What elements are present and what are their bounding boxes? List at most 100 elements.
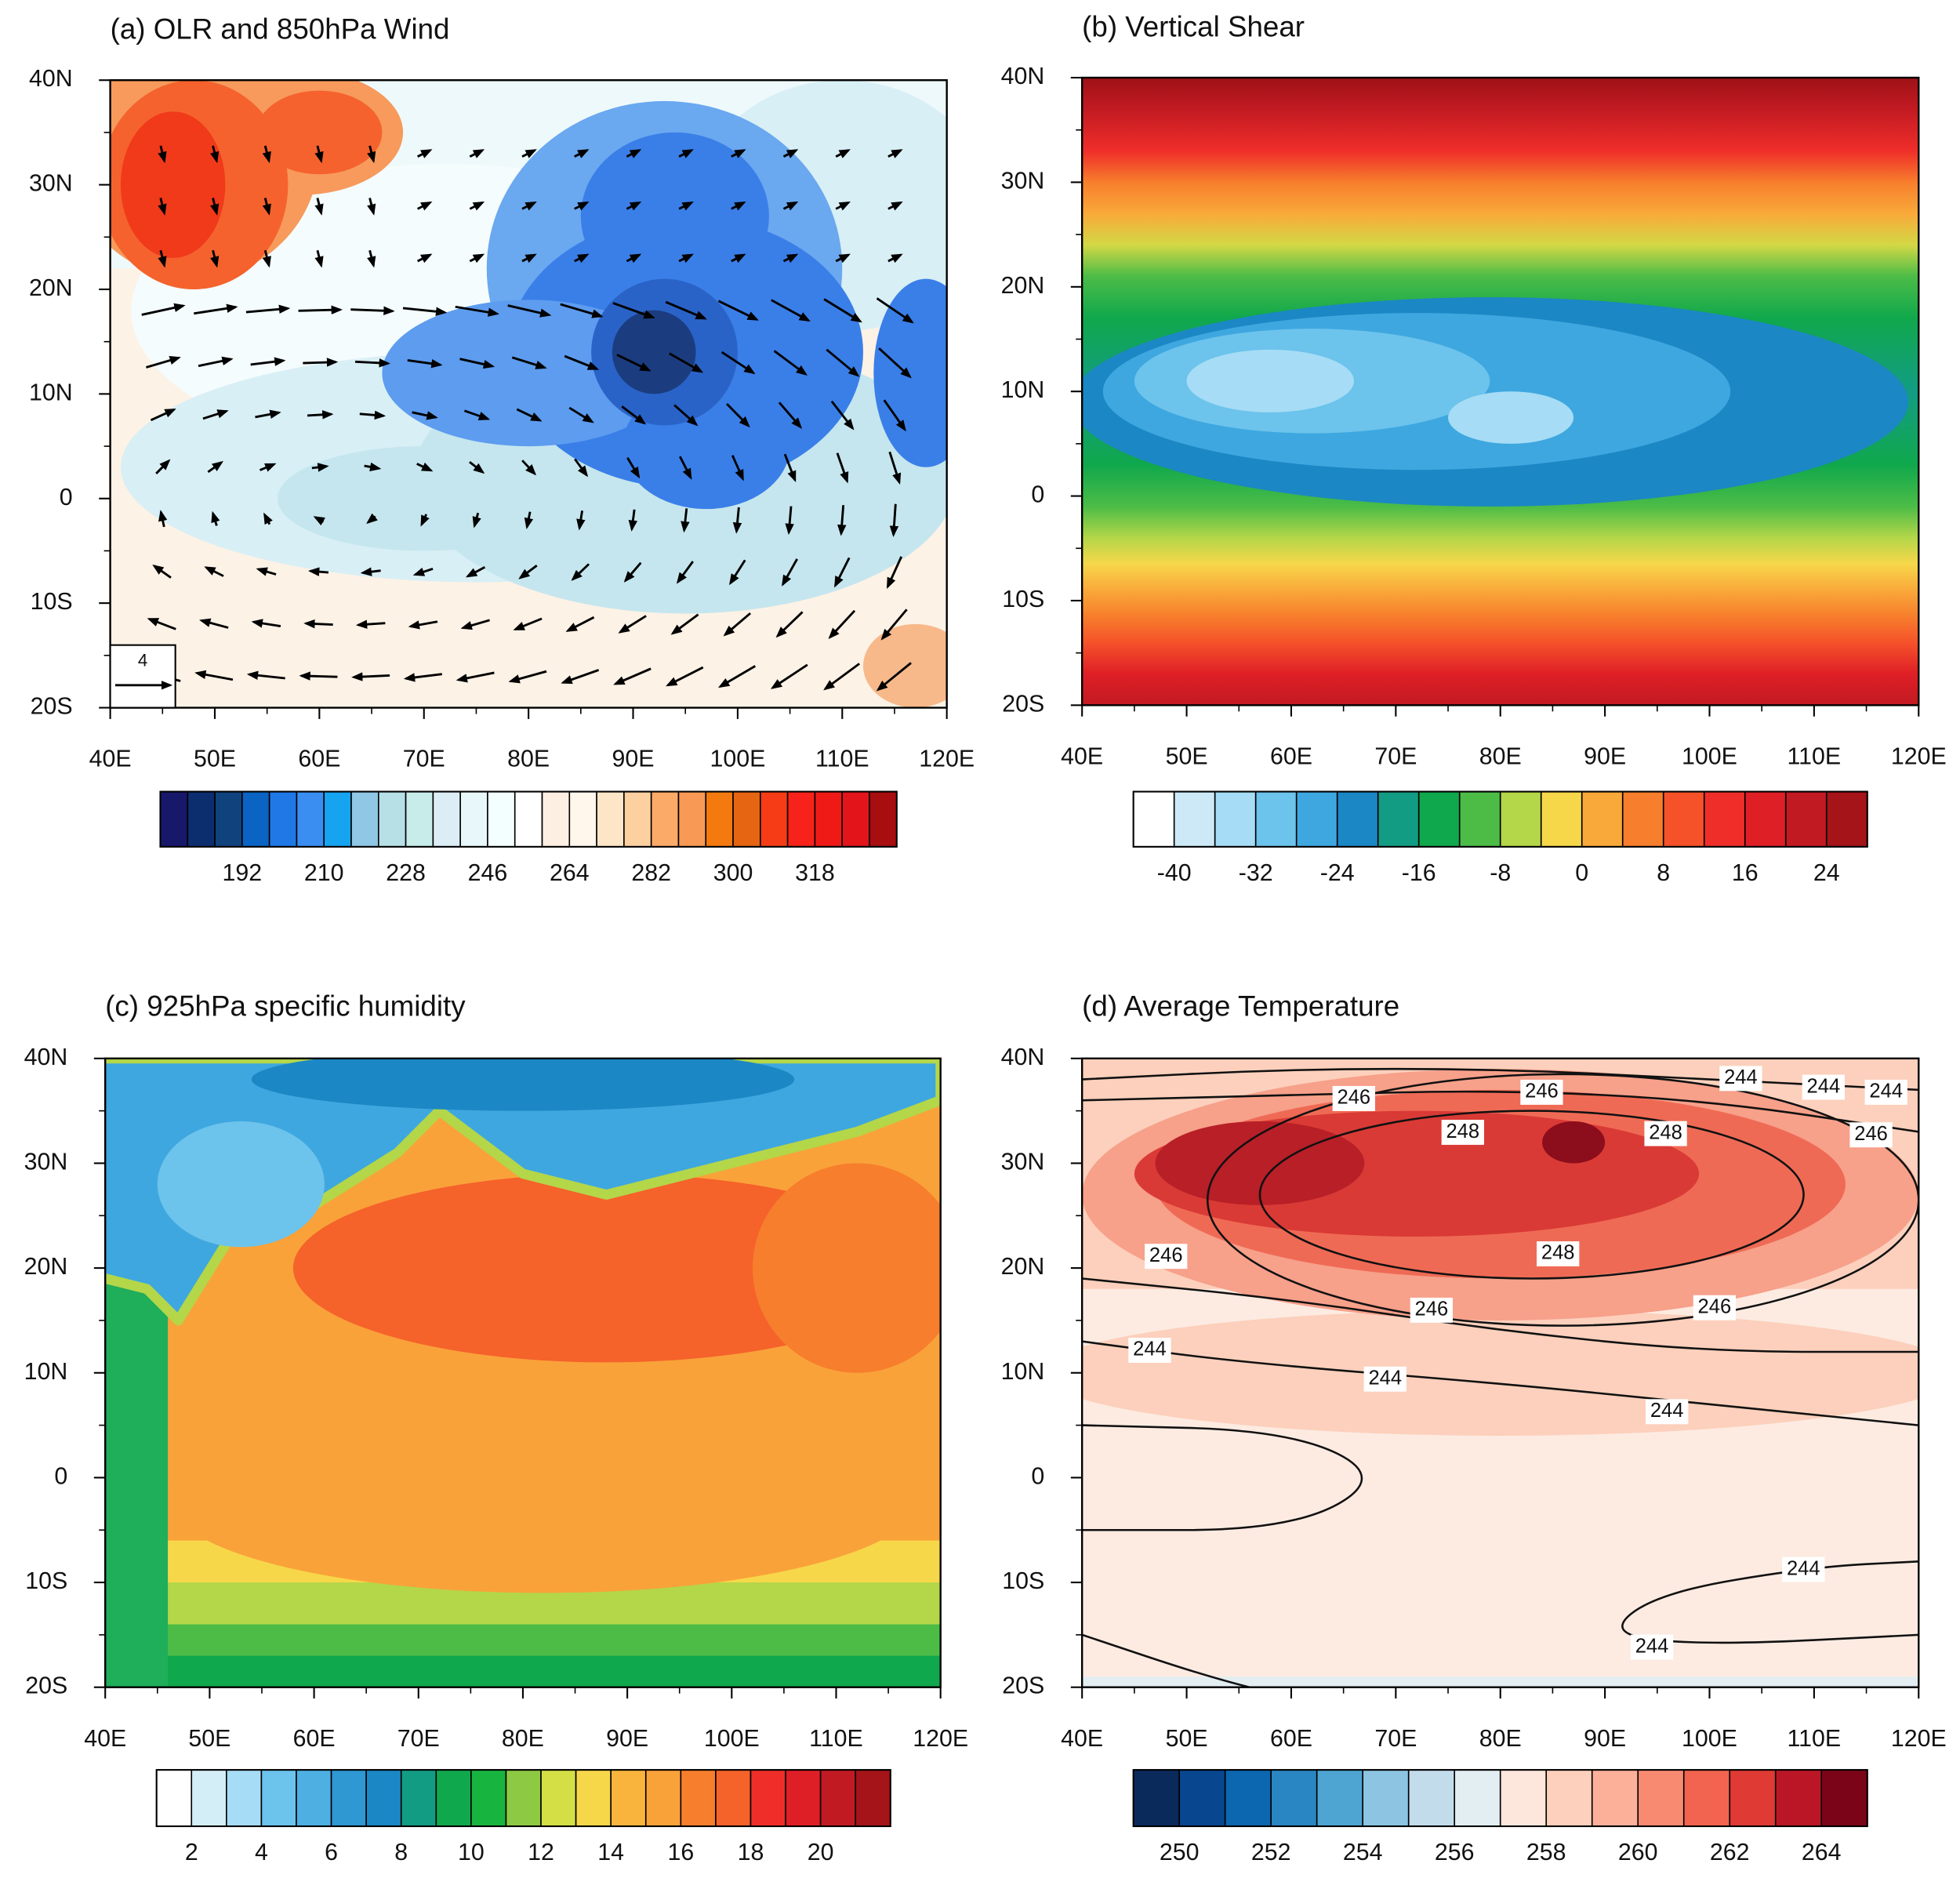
wind-vector — [367, 249, 376, 268]
wind-vector — [880, 608, 908, 641]
colorbar-box — [1825, 790, 1868, 848]
wind-vector — [518, 565, 538, 579]
y-tick-label: 40N — [1001, 64, 1045, 89]
wind-vector — [574, 458, 589, 478]
field-region — [157, 1121, 325, 1248]
contour-label: 248 — [1541, 1242, 1575, 1264]
x-tick-label: 80E — [507, 746, 550, 772]
wind-vector — [670, 613, 699, 635]
colorbar-box — [814, 790, 843, 848]
colorbar-label: 210 — [304, 860, 344, 886]
wind-vector — [576, 510, 586, 531]
y-tick-label: 30N — [1001, 1149, 1045, 1175]
wind-vector — [298, 305, 343, 315]
colorbar-label: 264 — [550, 860, 590, 886]
colorbar-label: 254 — [1343, 1840, 1383, 1865]
wind-vector — [626, 457, 641, 479]
wind-vector — [574, 253, 590, 263]
map-field — [1082, 78, 1919, 706]
wind-vector — [403, 673, 442, 682]
wind-vector — [889, 503, 899, 537]
colorbar-box — [214, 790, 243, 848]
colorbar-label: -16 — [1402, 860, 1436, 886]
wind-vector — [883, 399, 906, 432]
contour-label: 246 — [1854, 1123, 1888, 1145]
x-tick-label: 100E — [704, 1726, 760, 1752]
colorbar-box — [1254, 790, 1298, 848]
wind-vector — [785, 506, 794, 536]
colorbar-box — [644, 1769, 682, 1827]
colorbar-box — [596, 790, 625, 848]
colorbar-label: 2 — [185, 1840, 198, 1865]
colorbar-label: -24 — [1320, 860, 1355, 886]
contour-label: 244 — [1724, 1066, 1758, 1088]
wind-vector — [723, 612, 752, 637]
colorbar-box — [1362, 1769, 1410, 1827]
wind-vector — [211, 510, 220, 526]
x-tick-label: 120E — [919, 746, 975, 772]
colorbar-label: 262 — [1710, 1840, 1750, 1865]
y-tick-label: 40N — [24, 1044, 68, 1070]
wind-vector — [355, 619, 386, 629]
colorbar-box — [350, 790, 379, 848]
contour-label-box — [1849, 1122, 1893, 1148]
x-tick-label: 120E — [1891, 1726, 1947, 1752]
wind-vector — [726, 402, 750, 428]
wind-vector — [826, 348, 860, 377]
colorbar-label: 6 — [325, 1840, 338, 1865]
colorbar-box — [1178, 1769, 1226, 1827]
x-tick-label: 60E — [293, 1726, 336, 1752]
wind-vector — [888, 451, 902, 485]
colorbar-box — [1132, 790, 1175, 848]
colorbar-frame — [159, 790, 898, 848]
colorbar-box — [1173, 790, 1216, 848]
wind-vector — [246, 670, 285, 680]
contour-label-box — [1693, 1295, 1737, 1320]
colorbar-box — [540, 1769, 577, 1827]
field-region — [278, 446, 571, 551]
wind-vector — [564, 354, 600, 370]
wind-vector — [568, 406, 594, 423]
wind-vector — [681, 508, 690, 533]
y-tick-label: 20N — [1001, 1254, 1045, 1280]
wind-vector — [773, 350, 808, 376]
wind-vector — [204, 566, 224, 577]
contour-label-box — [1646, 1399, 1689, 1425]
wind-vector — [513, 617, 543, 631]
y-tick-label: 10S — [25, 1568, 67, 1594]
colorbar-box — [610, 1769, 647, 1827]
wind-vector — [210, 145, 220, 164]
contour-label: 246 — [1415, 1299, 1449, 1320]
wind-vector — [887, 149, 903, 158]
x-tick-label: 40E — [1061, 743, 1103, 769]
contour-label: 244 — [1133, 1339, 1167, 1360]
x-tick-label: 70E — [1374, 743, 1417, 769]
x-tick-label: 50E — [1166, 743, 1208, 769]
colorbar-label: 256 — [1435, 1840, 1475, 1865]
colorbar-box — [365, 1769, 402, 1827]
colorbar-box — [260, 1769, 297, 1827]
wind-vector — [782, 558, 798, 587]
panel-title: (a) OLR and 850hPa Wind — [111, 13, 450, 45]
field-band — [1082, 1676, 1919, 1687]
x-tick-label: 90E — [606, 1726, 648, 1752]
colorbar-box — [432, 790, 461, 848]
colorbar-box — [1295, 790, 1338, 848]
contour-label: 244 — [1787, 1557, 1820, 1579]
field-region — [580, 132, 769, 300]
x-tick-label: 50E — [194, 746, 236, 772]
contour-label-box — [1128, 1338, 1171, 1363]
colorbar-box — [514, 790, 543, 848]
x-tick-label: 80E — [1479, 743, 1522, 769]
colorbar-box — [705, 790, 734, 848]
wind-vector — [459, 358, 495, 369]
colorbar-box — [869, 790, 898, 848]
wind-vector — [262, 249, 271, 268]
wind-vector — [836, 452, 849, 484]
wind-vector — [311, 463, 329, 472]
colorbar-box — [296, 790, 325, 848]
wind-vector — [469, 461, 485, 474]
wind-vector — [354, 358, 390, 368]
wind-vector — [565, 616, 595, 632]
contour-label-box — [1630, 1634, 1674, 1660]
